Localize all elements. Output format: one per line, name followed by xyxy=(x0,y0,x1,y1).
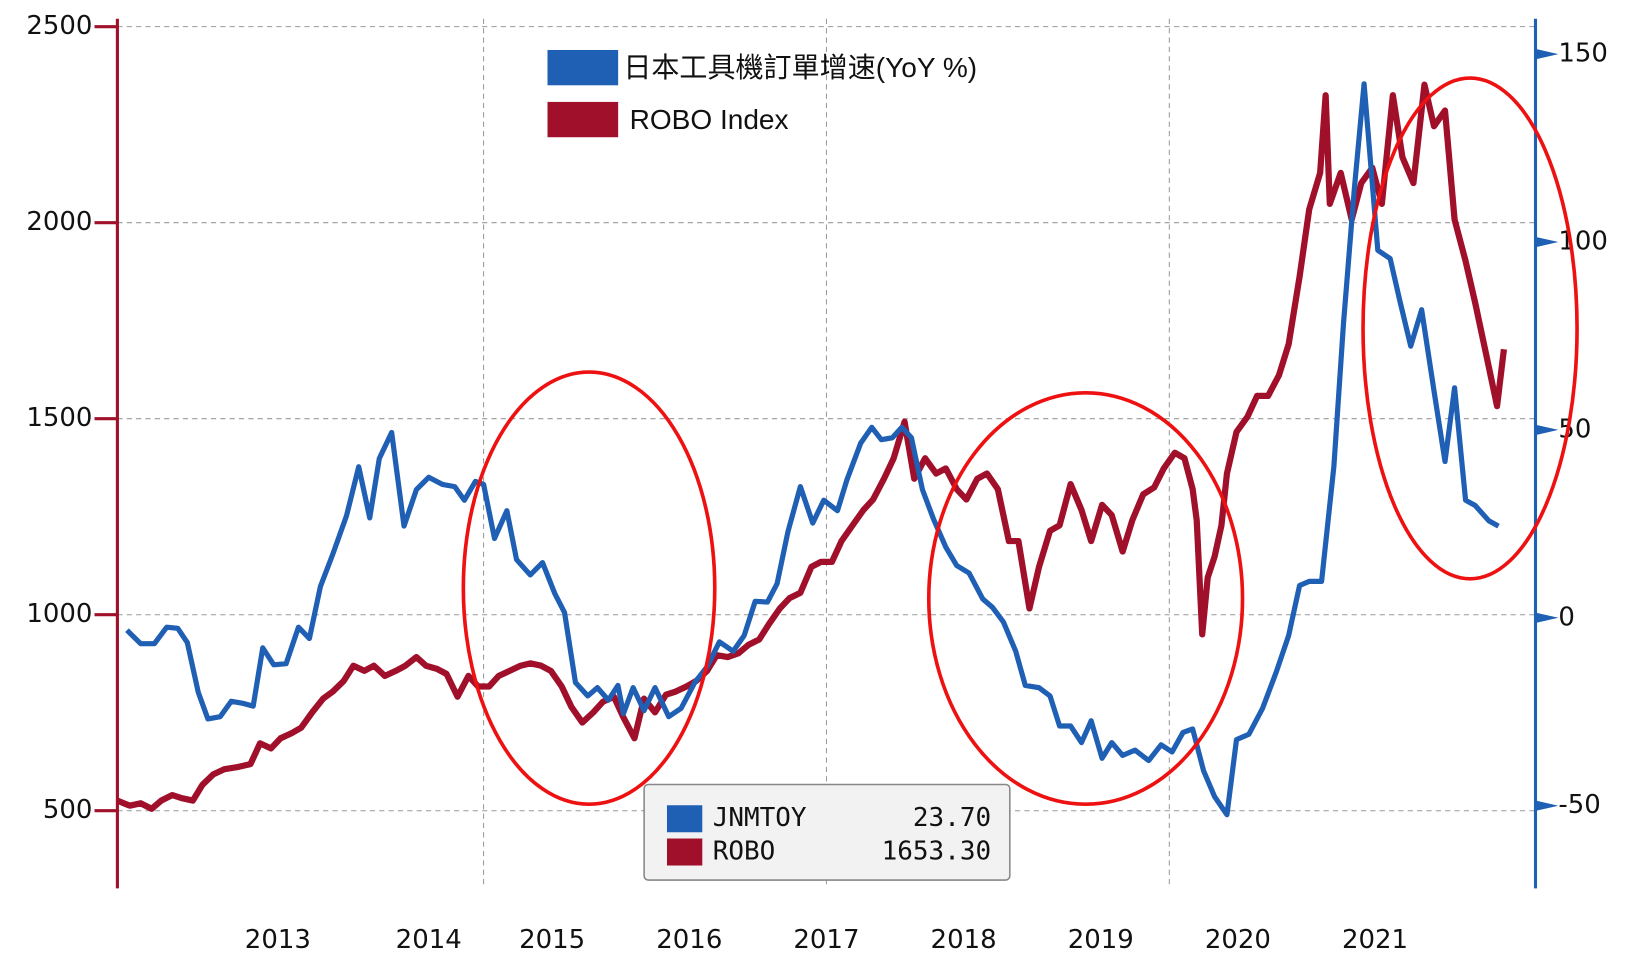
legend-swatch xyxy=(547,101,619,138)
y-tick-label: 500 xyxy=(43,795,93,825)
y2-tick xyxy=(1535,424,1559,436)
y2-tick xyxy=(1535,48,1559,60)
x-tick-label: 2020 xyxy=(1205,925,1271,955)
y-tick-label: 1000 xyxy=(26,599,92,629)
x-tick-label: 2015 xyxy=(519,925,585,955)
highlight-ellipse xyxy=(461,370,717,807)
x-tick-label: 2018 xyxy=(931,925,997,955)
last-value-label: JNMTOY xyxy=(713,803,807,833)
series-line xyxy=(125,81,1500,818)
last-value-number: 23.70 xyxy=(913,803,991,833)
legend-label: ROBO Index xyxy=(630,104,789,135)
y-tick-label: 2000 xyxy=(26,207,92,237)
y-tick-label: 2500 xyxy=(26,11,92,41)
y-tick-label: 1500 xyxy=(26,403,92,433)
highlight-ellipse xyxy=(1361,76,1579,581)
y2-tick-label: 150 xyxy=(1558,39,1608,69)
last-value-swatch xyxy=(666,838,703,866)
x-tick-label: 2019 xyxy=(1068,925,1134,955)
last-value-number: 1653.30 xyxy=(882,837,991,867)
y2-tick-label: -50 xyxy=(1558,790,1600,820)
highlight-ellipses xyxy=(461,76,1579,807)
highlight-ellipse xyxy=(926,390,1245,807)
legend-swatch xyxy=(547,49,619,86)
series-line xyxy=(116,81,1508,812)
last-value-swatch xyxy=(666,805,703,833)
legend-label: 日本工具機訂單增速(YoY %) xyxy=(623,52,977,83)
y2-tick xyxy=(1535,236,1559,248)
y2-tick-label: 100 xyxy=(1558,227,1608,257)
x-tick-label: 2017 xyxy=(793,925,859,955)
y2-tick xyxy=(1535,800,1559,811)
x-tick-label: 2016 xyxy=(656,925,722,955)
y2-tick-label: 0 xyxy=(1558,602,1575,632)
x-tick-label: 2021 xyxy=(1342,925,1408,955)
x-tick-label: 2013 xyxy=(245,925,311,955)
last-value-label: ROBO xyxy=(713,837,776,867)
x-tick-label: 2014 xyxy=(396,925,462,955)
y2-tick xyxy=(1535,612,1559,623)
last-value-box xyxy=(643,783,1011,881)
y2-tick-label: 50 xyxy=(1558,414,1591,444)
